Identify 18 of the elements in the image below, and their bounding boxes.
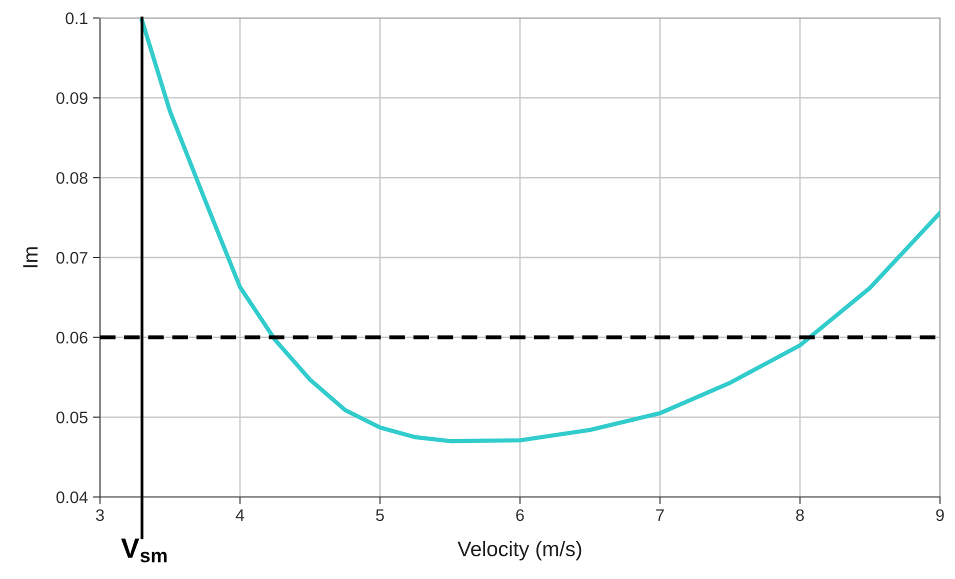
x-tick-label: 3 xyxy=(96,509,104,522)
x-tick-label: 8 xyxy=(796,509,804,522)
x-tick-label: 6 xyxy=(516,509,524,522)
y-tick-label: 0.09 xyxy=(56,92,88,104)
y-tick-label: 0.07 xyxy=(56,252,88,264)
y-axis-title: Im xyxy=(23,247,38,268)
y-tick-label: 0.06 xyxy=(56,332,88,344)
line-series xyxy=(140,18,940,444)
y-tick-label: 0.08 xyxy=(56,172,88,184)
ref-line-label: V$_{sm}$ xyxy=(121,538,167,562)
y-tick-label: 0.05 xyxy=(56,412,88,424)
x-tick-label: 7 xyxy=(656,509,664,521)
x-tick-label: 9 xyxy=(936,509,944,522)
y-tick-label: 0.04 xyxy=(56,491,88,504)
x-tick-label: 4 xyxy=(236,509,244,521)
x-tick-label: 5 xyxy=(376,509,384,522)
y-tick-label: 0.1 xyxy=(66,12,88,24)
x-axis-title: Velocity (m/s) xyxy=(458,541,582,560)
